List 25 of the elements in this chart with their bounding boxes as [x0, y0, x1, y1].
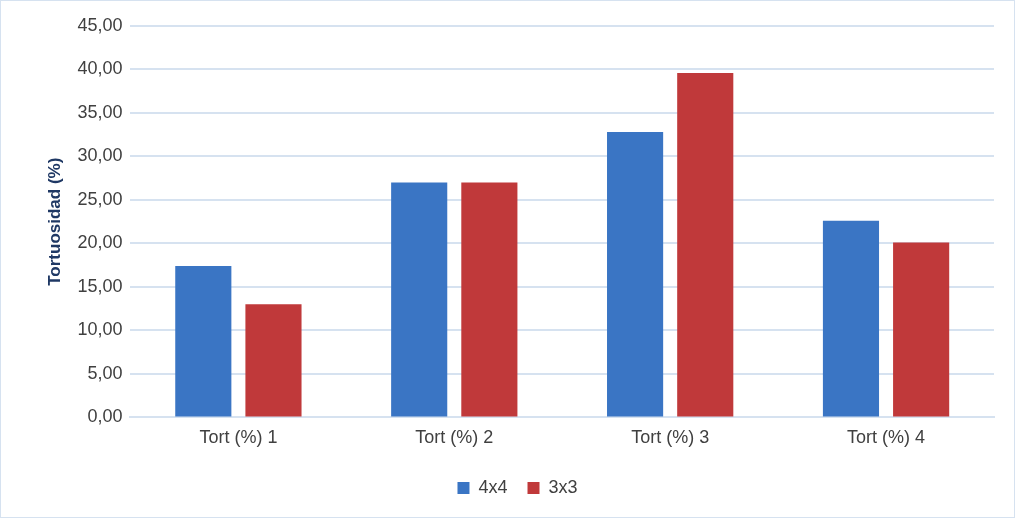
y-tick-label: 45,00	[77, 14, 123, 35]
bar	[822, 220, 880, 417]
y-tick-label: 15,00	[77, 275, 123, 296]
y-tick-label: 25,00	[77, 188, 123, 209]
y-tick-label: 5,00	[87, 362, 123, 383]
bar	[175, 266, 232, 417]
x-tick-label: Tort (%) 3	[631, 427, 710, 448]
y-tick-label: 40,00	[77, 58, 123, 79]
bar	[461, 182, 518, 417]
y-tick-label: 20,00	[77, 232, 123, 253]
y-tick-label: 35,00	[77, 101, 123, 122]
bar	[893, 242, 950, 417]
y-tick-label: 0,00	[87, 406, 123, 427]
bar	[607, 132, 664, 417]
x-tick-label: Tort (%) 4	[847, 427, 926, 448]
y-tick-label: 10,00	[77, 319, 123, 340]
bar	[677, 72, 734, 417]
x-tick-label: Tort (%) 1	[199, 427, 278, 448]
bar	[245, 304, 302, 417]
x-tick-label: Tort (%) 2	[415, 427, 494, 448]
y-axis-title: Tortuosidad (%)	[44, 157, 64, 286]
y-tick-label: 30,00	[77, 145, 123, 166]
bar	[391, 182, 448, 417]
legend-label: 4x4	[478, 476, 508, 497]
legend-label: 3x3	[548, 476, 578, 497]
